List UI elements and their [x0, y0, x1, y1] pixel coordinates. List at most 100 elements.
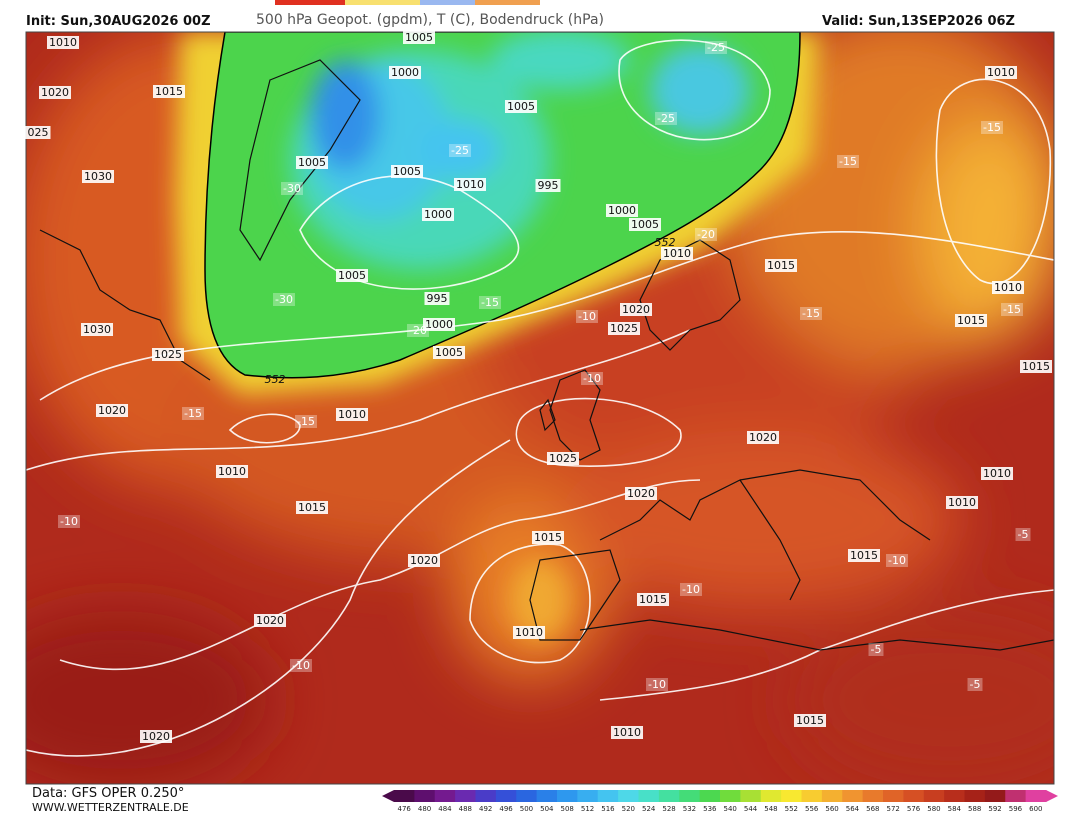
colorbar-label: 584: [948, 805, 962, 813]
colorbar: 476 480 484 488 492 496 500 504 508 512 516 520 524 5…: [382, 790, 1058, 813]
colorbar-label: 596: [1009, 805, 1023, 813]
colorbar-swatch: [1005, 790, 1027, 802]
temperature-label-box: [581, 372, 603, 385]
isobar-label: 1010: [994, 281, 1022, 294]
isobar-label: 1015: [850, 549, 878, 562]
isobar-label: 1015: [957, 314, 985, 327]
isobar-label-box: [82, 170, 114, 183]
isobar-label-box: [423, 318, 455, 331]
isobar-label-box: [216, 465, 248, 478]
colorbar-label: 540: [724, 805, 737, 813]
isobar-label-box: [403, 31, 435, 44]
temperature-label-group: -10: [680, 583, 702, 596]
temperature-label: -15: [297, 415, 315, 428]
isobar-label-group: 1010: [336, 408, 368, 421]
valid-time: Valid: Sun,13SEP2026 06Z: [822, 14, 1015, 29]
colorbar-label: 548: [764, 805, 777, 813]
colorbar-label: 520: [622, 805, 635, 813]
isobar-label: 1015: [639, 593, 667, 606]
colorbar-label: 552: [785, 805, 798, 813]
isobar-label-box: [296, 156, 328, 169]
colorbar-swatch: [577, 790, 599, 802]
isobar-label-box: [391, 165, 423, 178]
temperature-label: -5: [871, 643, 882, 656]
colorbar-swatch: [923, 790, 945, 802]
isobar-label-box: [765, 259, 797, 272]
temperature-label: -15: [1003, 303, 1021, 316]
isobar-label-group: 1005: [505, 100, 537, 113]
isobar-label: 1025: [154, 348, 182, 361]
temperature-label: -30: [275, 293, 293, 306]
isobar-label-group: 1010: [992, 281, 1024, 294]
isobar-label-box: [547, 452, 579, 465]
isobar-label: 995: [538, 179, 559, 192]
isobar-label-group: 1020: [254, 614, 286, 627]
isobar-label-box: [336, 269, 368, 282]
temperature-label-group: -25: [705, 41, 727, 54]
colorbar-swatch: [740, 790, 762, 802]
isobar-label-group: 1020: [747, 431, 779, 444]
isobar-label-box: [422, 208, 454, 221]
isobar-label: 1015: [796, 714, 824, 727]
temperature-label-group: -20: [407, 324, 429, 337]
isobar-label-box: [985, 66, 1017, 79]
isobar-label-group: 1005: [391, 165, 423, 178]
temperature-label: -10: [648, 678, 666, 691]
isobar-label-box: [454, 178, 486, 191]
temperature-label-box: [981, 121, 1003, 134]
temperature-label: -5: [1018, 528, 1029, 541]
isobar-label: 1005: [631, 218, 659, 231]
isobar-label-box: [153, 85, 185, 98]
chart-title: 500 hPa Geopot. (gpdm), T (C), Bodendruc…: [256, 12, 604, 28]
isobar-label-box: [992, 281, 1024, 294]
isobar-label: 1010: [948, 496, 976, 509]
isobar-label: 1005: [298, 156, 326, 169]
colorbar-swatch: [495, 790, 517, 802]
isobar-label-group: 1005: [336, 269, 368, 282]
temperature-label: -25: [451, 144, 469, 157]
isobar-label-group: 1015: [848, 549, 880, 562]
colorbar-label: 524: [642, 805, 656, 813]
isobar-label-box: [424, 292, 450, 305]
temperature-label-box: [695, 228, 717, 241]
isobar-label-group: 1015: [765, 259, 797, 272]
thickness-label: 552: [655, 236, 676, 249]
temperature-label-box: [800, 307, 822, 320]
isobar-label-group: 1025: [608, 322, 640, 335]
temperature-label: -25: [657, 112, 675, 125]
isobar-label: 1000: [425, 318, 453, 331]
temperature-label-group: -15: [981, 121, 1003, 134]
temperature-label-box: [655, 112, 677, 125]
isobar-label-group: 1020: [408, 554, 440, 567]
temperature-label-group: -20: [695, 228, 717, 241]
isobar-label: 1015: [155, 85, 183, 98]
isobar-label-group: 1025: [152, 348, 184, 361]
isobar-label-group: 1020: [140, 730, 172, 743]
temperature-label: -10: [682, 583, 700, 596]
temperature-label: -20: [697, 228, 715, 241]
isobar-label: 1010: [218, 465, 246, 478]
isobar-label: 1020: [256, 614, 284, 627]
colorbar-swatch: [883, 790, 904, 802]
thickness-label: 552: [265, 373, 286, 386]
colorbar-label: 544: [744, 805, 758, 813]
colorbar-label: 600: [1029, 805, 1042, 813]
colorbar-label: 580: [927, 805, 940, 813]
isobar-label: 1020: [142, 730, 170, 743]
temperature-label-group: -5: [868, 643, 884, 656]
colorbar-label: 476: [398, 805, 412, 813]
temperature-label-box: [273, 293, 295, 306]
temperature-label-box: [281, 182, 303, 195]
colorbar-label: 588: [968, 805, 981, 813]
isobar-label: 1010: [338, 408, 366, 421]
colorbar-swatch: [475, 790, 497, 802]
temperature-label-group: -10: [581, 372, 603, 385]
map-frame: [25, 31, 1055, 785]
temperature-label: -10: [888, 554, 906, 567]
temperature-label-group: -25: [449, 144, 471, 157]
isobar-label-box: [47, 36, 79, 49]
isobar-label-box: [606, 204, 638, 217]
tab-strip: [420, 0, 475, 5]
isobar-label: 1015: [1022, 360, 1050, 373]
